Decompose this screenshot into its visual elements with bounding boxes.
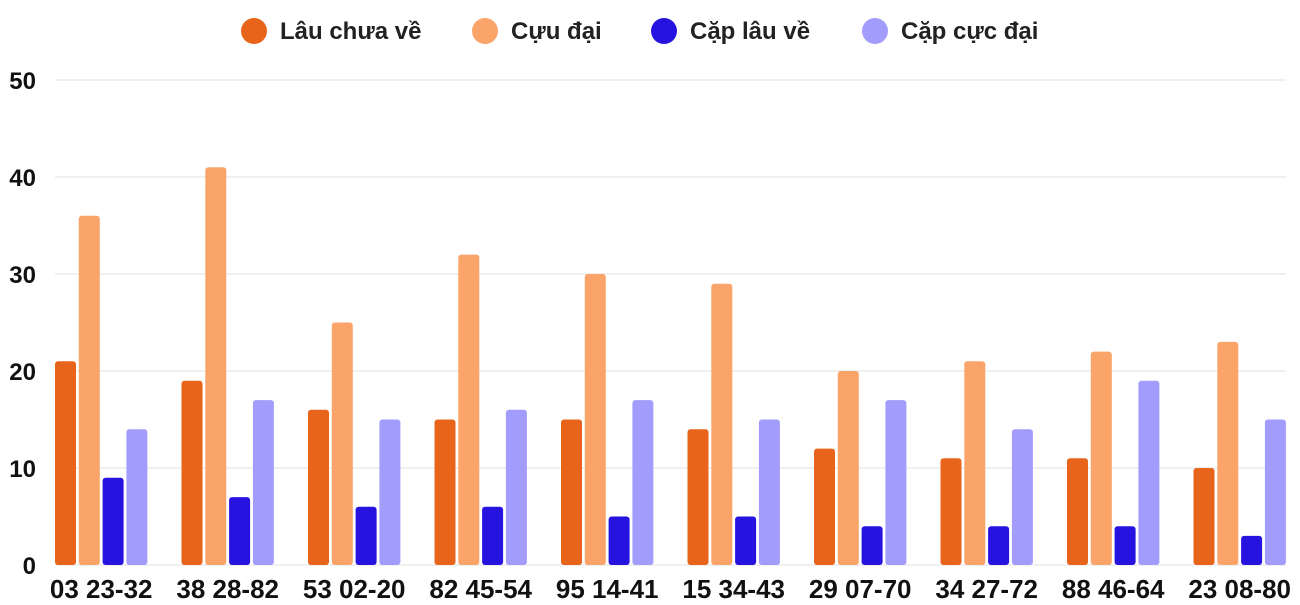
bar xyxy=(837,371,859,565)
bar xyxy=(1217,341,1239,565)
bar xyxy=(758,419,780,565)
x-tick-label: 53 02-20 xyxy=(303,574,406,600)
legend-marker xyxy=(472,18,498,44)
bar xyxy=(355,506,377,565)
bar xyxy=(584,274,606,565)
legend-marker xyxy=(862,18,888,44)
x-tick-label: 03 23-32 xyxy=(50,574,153,600)
x-tick-label: 95 14-41 xyxy=(556,574,659,600)
legend-label: Lâu chưa về xyxy=(280,18,421,45)
legend: Lâu chưa về Cựu đại Cặp lâu về Cặp cực đại xyxy=(241,18,1038,45)
y-tick-label: 40 xyxy=(9,165,36,192)
bar xyxy=(331,322,353,565)
legend-label: Cặp cực đại xyxy=(901,18,1038,45)
bar xyxy=(711,283,733,565)
x-tick-label: 88 46-64 xyxy=(1062,574,1165,600)
bar xyxy=(308,409,329,565)
legend-marker xyxy=(241,18,267,44)
bar xyxy=(1241,535,1263,565)
bar xyxy=(229,497,251,565)
y-tick-label: 20 xyxy=(9,359,36,386)
bar xyxy=(814,448,835,565)
legend-label: Cựu đại xyxy=(511,18,602,45)
y-axis: 0 10 20 30 40 50 xyxy=(9,68,36,580)
bar xyxy=(885,400,907,565)
x-axis: 03 23-32 38 28-82 53 02-20 82 45-54 95 14-41… xyxy=(50,574,1291,604)
bar xyxy=(861,526,883,565)
bars xyxy=(55,167,1286,566)
bar xyxy=(55,361,76,565)
bar xyxy=(1114,526,1136,565)
bar xyxy=(252,400,274,565)
bar xyxy=(988,526,1010,565)
bar xyxy=(1193,468,1215,565)
bar xyxy=(1264,419,1286,565)
x-tick-label: 29 07-70 xyxy=(809,574,912,600)
bar xyxy=(687,429,709,565)
bar xyxy=(940,458,962,565)
bar xyxy=(505,409,527,565)
y-tick-label: 10 xyxy=(9,456,36,483)
bar xyxy=(379,419,401,565)
bar xyxy=(205,167,227,566)
legend-marker xyxy=(651,18,677,44)
bar xyxy=(1011,429,1033,565)
bar xyxy=(126,429,148,565)
bar xyxy=(434,419,456,565)
bar xyxy=(632,400,654,565)
x-tick-label: 38 28-82 xyxy=(176,574,279,600)
bar xyxy=(1067,458,1088,565)
bar xyxy=(102,477,124,565)
y-tick-label: 0 xyxy=(23,553,36,580)
bar xyxy=(1090,351,1112,565)
bar xyxy=(735,516,757,565)
bar xyxy=(561,419,582,565)
bar xyxy=(964,361,986,565)
bar xyxy=(78,215,100,566)
x-tick-label: 23 08-80 xyxy=(1188,574,1291,600)
bar xyxy=(181,380,203,565)
y-tick-label: 30 xyxy=(9,262,36,289)
x-tick-label: 15 34-43 xyxy=(682,574,785,600)
bar xyxy=(458,254,480,565)
bar xyxy=(608,516,630,565)
y-tick-label: 50 xyxy=(9,68,36,95)
x-tick-label: 34 27-72 xyxy=(935,574,1038,600)
bar xyxy=(482,506,504,565)
legend-label: Cặp lâu về xyxy=(690,18,810,45)
bar xyxy=(1138,380,1160,565)
x-tick-label: 82 45-54 xyxy=(429,574,532,600)
